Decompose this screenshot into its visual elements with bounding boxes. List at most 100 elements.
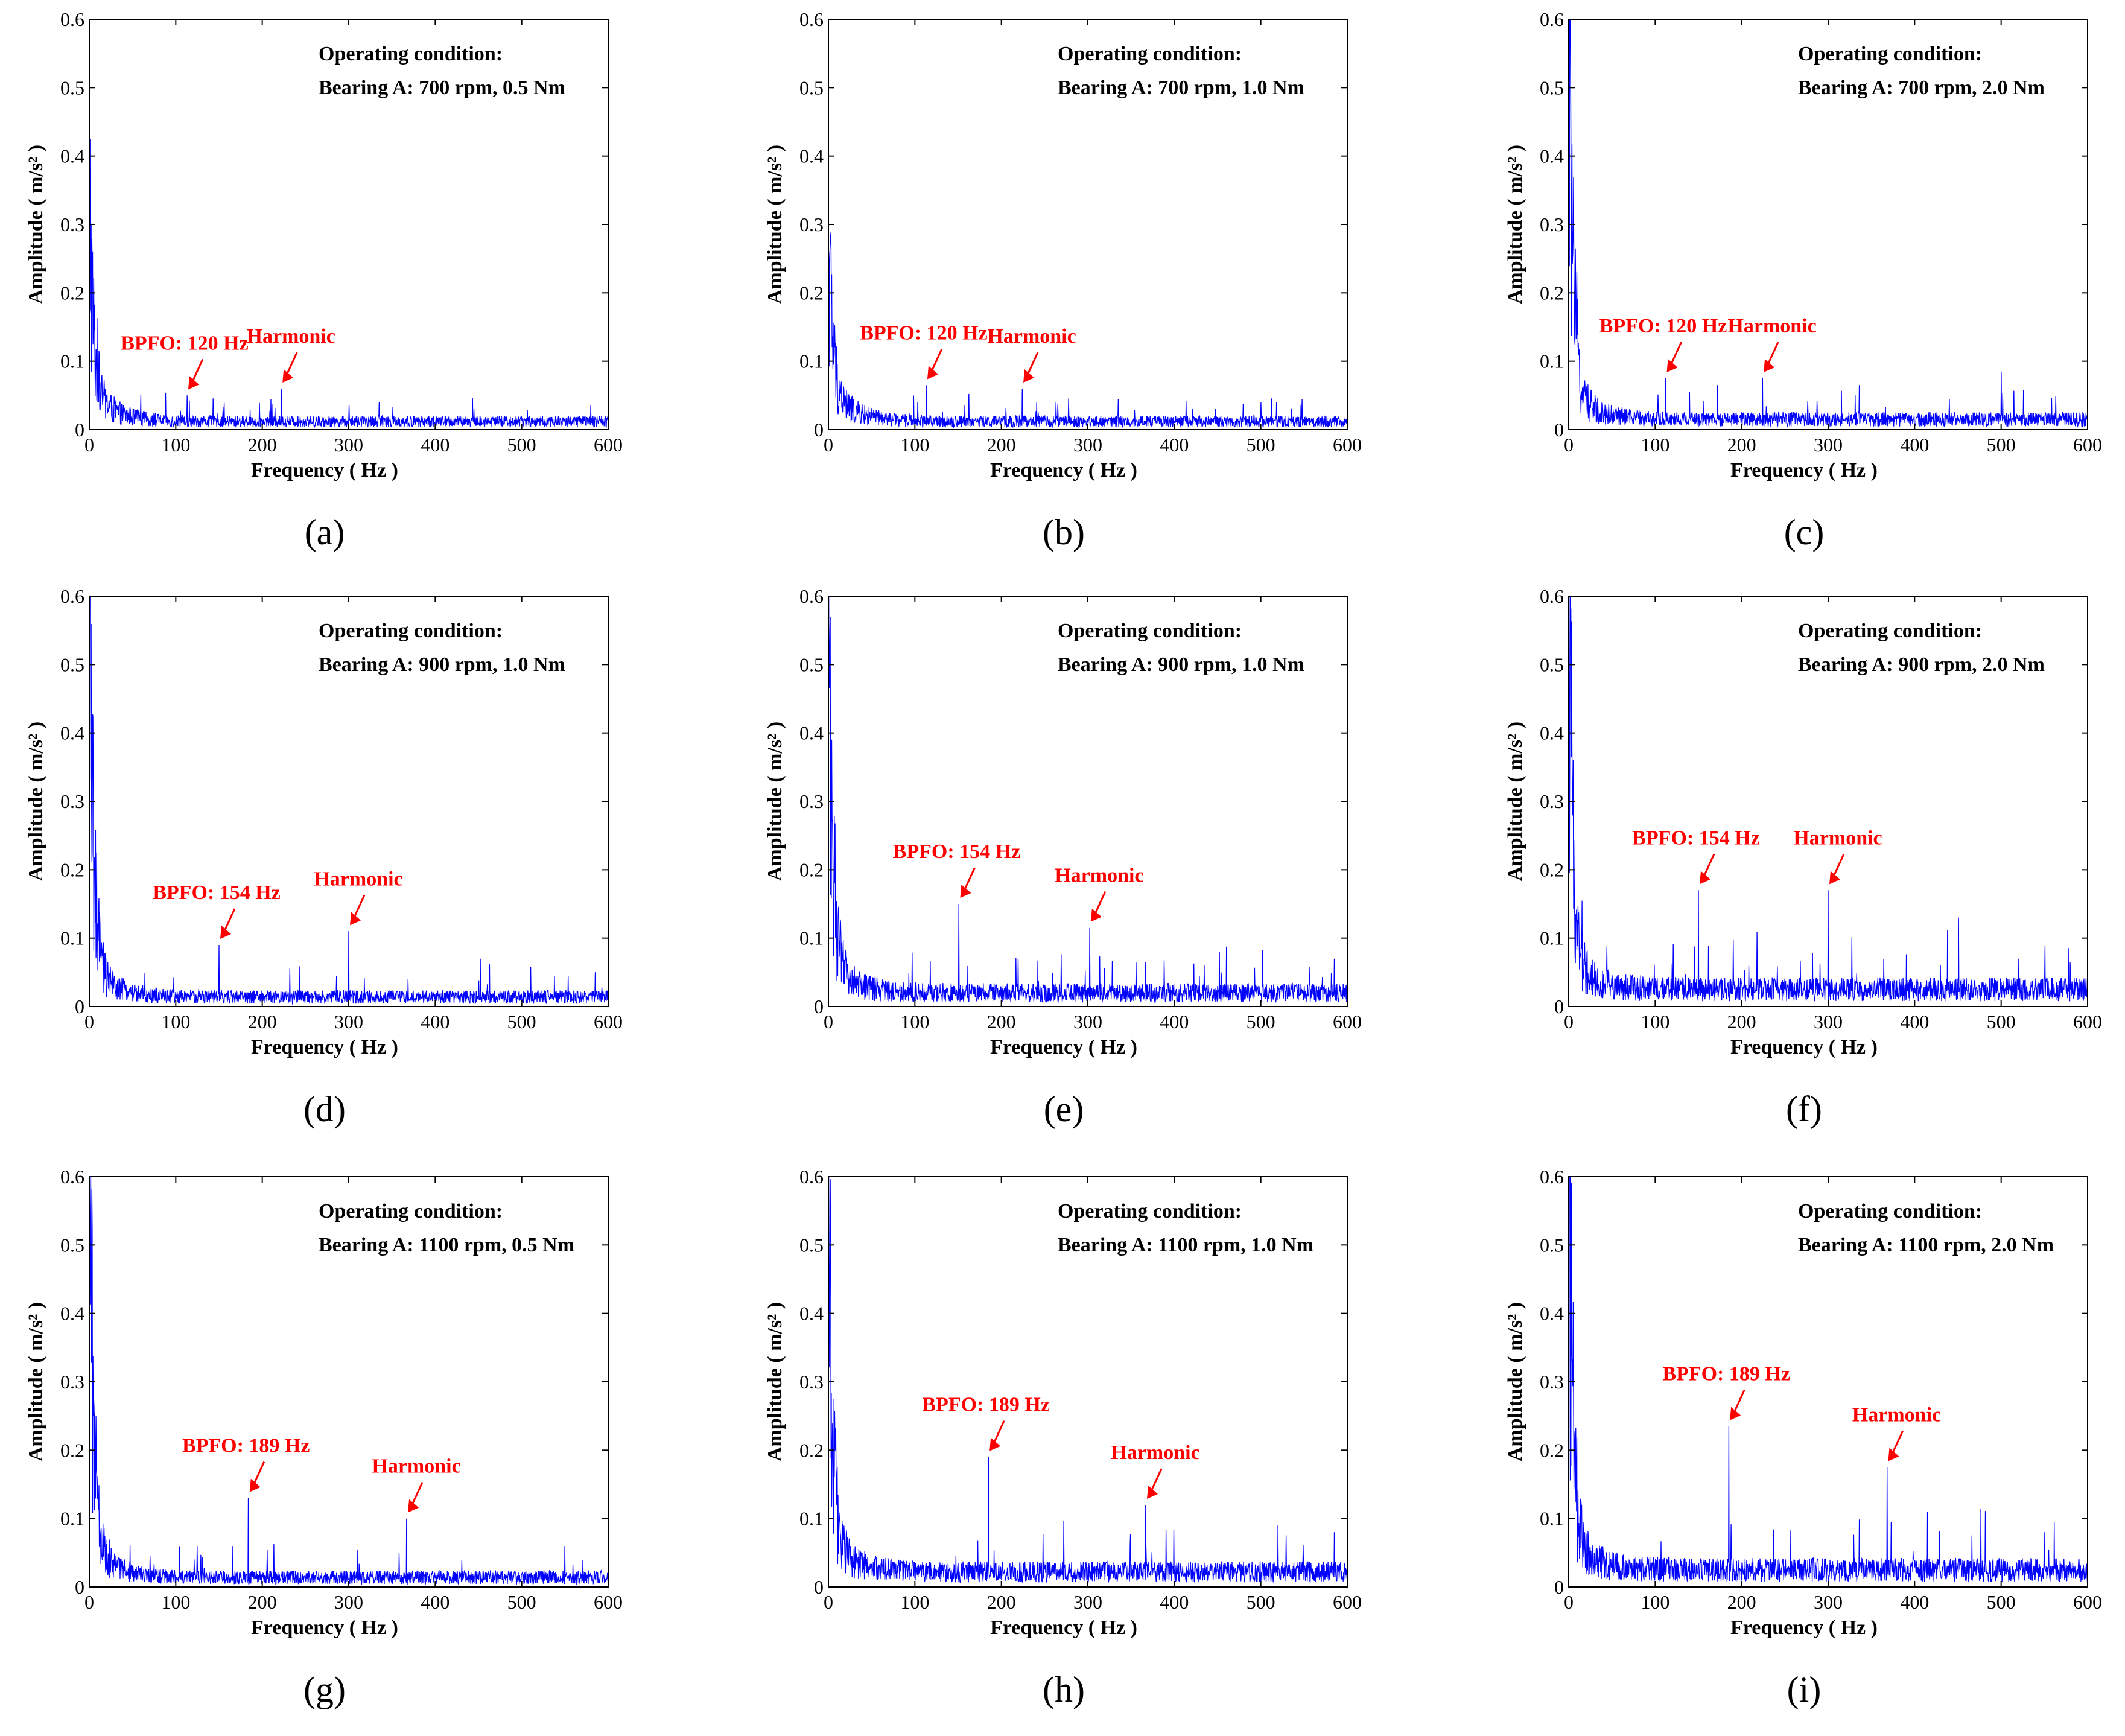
- x-tick-label: 0: [1564, 1591, 1574, 1613]
- x-tick-label: 100: [1641, 1011, 1669, 1032]
- annotation-arrow-head: [249, 1478, 261, 1492]
- y-tick-label: 0.6: [1540, 585, 1564, 607]
- bpfo-annotation: BPFO: 120 Hz: [1599, 315, 1727, 337]
- chart-panel-h: 0 100 200 300 400 500 600 0 0.1 0.2 0.3 0.4 0.5 0.6 Fr…: [764, 1166, 1362, 1709]
- annotation-arrow-head: [1023, 369, 1035, 383]
- y-tick-label: 0.3: [1540, 790, 1564, 812]
- x-tick-label: 100: [900, 434, 929, 456]
- bpfo-annotation: BPFO: 154 Hz: [893, 841, 1021, 863]
- y-axis-label: Amplitude ( m/s² ): [764, 1302, 786, 1461]
- harmonic-annotation: Harmonic: [1727, 315, 1816, 337]
- annotation-arrow-head: [927, 366, 938, 380]
- y-tick-label: 0.3: [60, 790, 84, 812]
- condition-title: Operating condition:: [1058, 620, 1242, 642]
- y-tick-label: 0.2: [1540, 859, 1564, 880]
- y-tick-label: 0.5: [60, 653, 84, 675]
- x-tick-label: 400: [1900, 434, 1929, 456]
- x-tick-label: 400: [1160, 1591, 1189, 1613]
- y-tick-label: 0.4: [799, 1303, 824, 1324]
- x-tick-label: 500: [1987, 1011, 2016, 1032]
- x-tick-label: 500: [507, 434, 536, 456]
- y-axis-label: Amplitude ( m/s² ): [1504, 722, 1526, 881]
- x-tick-label: 400: [1160, 1011, 1189, 1032]
- chart-panel-a: 0 100 200 300 400 500 600 0 0.1 0.2 0.3 0.4 0.5 0.6 Fr…: [25, 8, 623, 552]
- y-tick-label: 0.2: [60, 859, 84, 880]
- spectrum-line: [89, 1176, 609, 1586]
- condition-text: Bearing A: 700 rpm, 0.5 Nm: [319, 77, 565, 99]
- annotation-arrow-head: [1764, 359, 1775, 372]
- chart-panel-c: 0 100 200 300 400 500 600 0 0.1 0.2 0.3 0.4 0.5 0.6 Fr…: [1504, 8, 2102, 552]
- y-axis-label: Amplitude ( m/s² ): [764, 722, 786, 881]
- y-tick-label: 0.4: [60, 722, 84, 744]
- y-tick-label: 0.3: [1540, 214, 1564, 235]
- x-axis-label: Frequency ( Hz ): [1730, 459, 1878, 482]
- y-tick-label: 0.1: [799, 927, 824, 949]
- y-tick-label: 0.1: [60, 1508, 84, 1530]
- annotation-arrow-head: [220, 926, 231, 939]
- y-tick-label: 0: [75, 1576, 84, 1598]
- y-tick-label: 0.1: [1540, 1508, 1564, 1530]
- annotation-arrow-head: [188, 376, 199, 390]
- y-axis-label: Amplitude ( m/s² ): [1504, 145, 1526, 304]
- y-tick-label: 0.6: [60, 1166, 84, 1188]
- y-tick-label: 0.4: [799, 722, 824, 744]
- x-axis-label: Frequency ( Hz ): [990, 1617, 1137, 1639]
- y-tick-label: 0.6: [799, 1166, 824, 1188]
- plot-frame: [828, 596, 1348, 1007]
- y-tick-label: 0.5: [60, 77, 84, 98]
- bpfo-annotation: BPFO: 120 Hz: [121, 332, 249, 354]
- x-axis-label: Frequency ( Hz ): [1730, 1617, 1878, 1639]
- spectrum-line: [1568, 596, 2088, 1002]
- annotation-arrow-head: [1147, 1486, 1158, 1499]
- y-tick-label: 0: [814, 419, 824, 440]
- x-tick-label: 300: [1073, 1011, 1102, 1032]
- x-tick-label: 0: [824, 1011, 833, 1032]
- y-tick-label: 0.5: [1540, 1234, 1564, 1256]
- bpfo-annotation: BPFO: 154 Hz: [1632, 827, 1760, 849]
- x-tick-label: 300: [334, 1011, 363, 1032]
- chart-panel-d: 0 100 200 300 400 500 600 0 0.1 0.2 0.3 0.4 0.5 0.6 Fr…: [25, 585, 623, 1129]
- x-axis-label: Frequency ( Hz ): [251, 459, 398, 482]
- y-axis-label: Amplitude ( m/s² ): [25, 722, 47, 881]
- spectrum-line: [1568, 19, 2088, 428]
- y-tick-label: 0.1: [60, 351, 84, 372]
- x-tick-label: 100: [161, 1011, 190, 1032]
- harmonic-annotation: Harmonic: [1111, 1442, 1199, 1464]
- x-tick-label: 500: [1247, 1591, 1275, 1613]
- harmonic-annotation: Harmonic: [372, 1455, 460, 1478]
- subfigure-label: (a): [305, 512, 345, 552]
- y-tick-label: 0.1: [1540, 927, 1564, 949]
- y-axis-label: Amplitude ( m/s² ): [25, 145, 47, 304]
- condition-text: Bearing A: 900 rpm, 2.0 Nm: [1798, 653, 2045, 676]
- spectrum-line: [828, 232, 1348, 429]
- harmonic-annotation: Harmonic: [1055, 865, 1143, 887]
- bpfo-annotation: BPFO: 189 Hz: [1662, 1363, 1790, 1385]
- y-tick-label: 0.3: [799, 790, 824, 812]
- y-tick-label: 0.2: [799, 282, 824, 304]
- x-tick-label: 200: [248, 1591, 277, 1613]
- annotation-arrow-head: [350, 912, 361, 926]
- bpfo-annotation: BPFO: 189 Hz: [922, 1394, 1050, 1416]
- x-tick-label: 100: [900, 1011, 929, 1032]
- chart-panel-b: 0 100 200 300 400 500 600 0 0.1 0.2 0.3 0.4 0.5 0.6 Fr…: [764, 8, 1362, 552]
- y-tick-label: 0.2: [60, 282, 84, 304]
- x-tick-label: 600: [1333, 1011, 1362, 1032]
- chart-panel-i: 0 100 200 300 400 500 600 0 0.1 0.2 0.3 0.4 0.5 0.6 Fr…: [1504, 1166, 2102, 1709]
- y-tick-label: 0.4: [1540, 145, 1564, 167]
- x-tick-label: 400: [1160, 434, 1189, 456]
- x-tick-label: 200: [248, 434, 277, 456]
- y-tick-label: 0.3: [799, 1371, 824, 1393]
- x-tick-label: 100: [161, 434, 190, 456]
- y-tick-label: 0: [1554, 1576, 1564, 1598]
- x-tick-label: 300: [334, 434, 363, 456]
- annotation-arrow-head: [1829, 871, 1840, 885]
- y-tick-label: 0.6: [1540, 8, 1564, 30]
- condition-title: Operating condition:: [1798, 620, 1982, 642]
- condition-text: Bearing A: 900 rpm, 1.0 Nm: [1058, 653, 1304, 676]
- y-tick-label: 0.1: [60, 927, 84, 949]
- y-tick-label: 0.4: [60, 1303, 84, 1324]
- x-axis-label: Frequency ( Hz ): [251, 1617, 398, 1639]
- subfigure-label: (i): [1787, 1670, 1822, 1709]
- x-tick-label: 0: [1564, 434, 1574, 456]
- x-tick-label: 600: [1333, 434, 1362, 456]
